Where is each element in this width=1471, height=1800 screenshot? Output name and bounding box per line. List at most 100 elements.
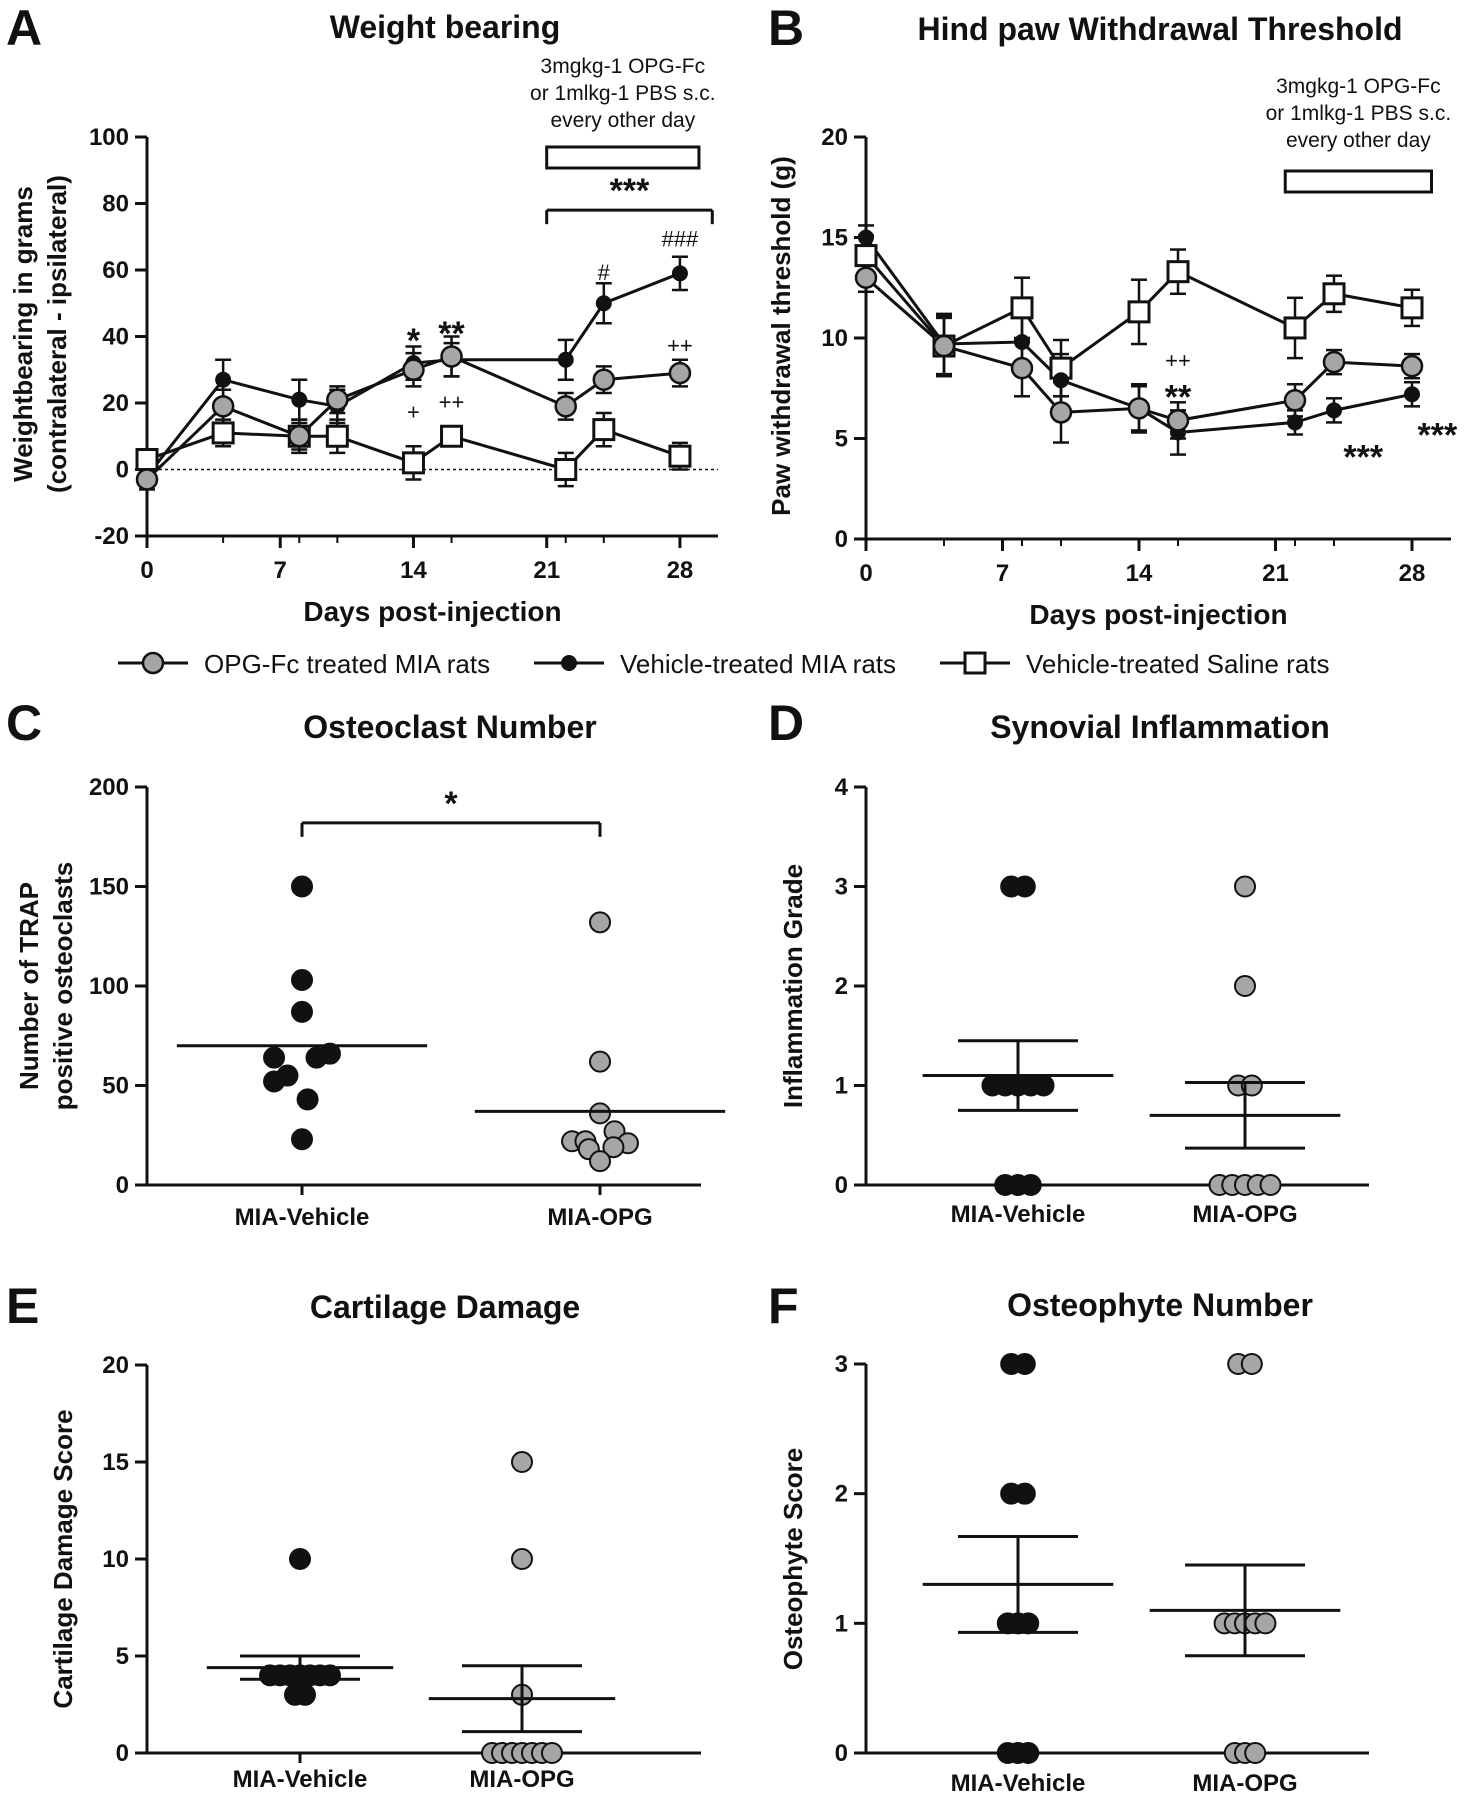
y-tick-label-d: 0 — [835, 1172, 848, 1199]
y-tick-label-e: 0 — [116, 1740, 129, 1767]
data-point-a-square — [325, 424, 349, 448]
treatment-note-a: every other day — [550, 109, 695, 132]
y-axis-title-f: Osteophyte Score — [778, 1448, 808, 1671]
significance-label-c: * — [444, 785, 458, 823]
category-label-e: MIA-OPG — [469, 1766, 574, 1793]
data-point-c-opg — [589, 1150, 611, 1173]
data-point-a-circle — [668, 361, 692, 385]
panel-label-a: A — [6, 0, 42, 56]
data-point-f-vehicle — [1013, 1353, 1036, 1375]
data-point-a-circle — [402, 358, 425, 381]
significance-annotation-a: # — [598, 260, 611, 285]
data-point-e-vehicle — [289, 1548, 311, 1570]
x-tick-label-a: 28 — [667, 557, 694, 584]
data-point-b-dot — [1053, 372, 1069, 389]
x-tick-label-b: 21 — [1262, 560, 1289, 587]
data-point-d-vehicle — [1013, 875, 1036, 898]
significance-annotation-a: ++ — [439, 390, 465, 415]
data-point-b-dot — [1287, 414, 1303, 431]
x-tick-label-b: 0 — [859, 560, 872, 587]
data-point-b-square — [1010, 296, 1034, 320]
x-tick-label-a: 0 — [140, 557, 153, 584]
data-point-c-vehicle — [291, 1000, 313, 1023]
data-point-a-dot — [215, 371, 232, 388]
y-tick-label-a: 0 — [116, 457, 129, 484]
y-tick-label-f: 2 — [835, 1481, 848, 1508]
data-point-f-vehicle — [1013, 1482, 1036, 1505]
significance-annotation-a: ++ — [667, 333, 693, 358]
data-point-e-opg — [511, 1548, 533, 1570]
data-point-a-circle — [440, 345, 463, 368]
chart-title-b: Hind paw Withdrawal Threshold — [917, 11, 1402, 47]
data-point-f-opg — [1254, 1612, 1277, 1635]
data-point-a-circle — [211, 395, 235, 418]
data-point-b-circle — [1283, 389, 1307, 412]
data-point-a-square — [211, 421, 235, 445]
data-point-b-circle — [1010, 356, 1034, 380]
data-point-f-opg — [1244, 1742, 1267, 1764]
legend-label-square: Vehicle-treated Saline rats — [1026, 649, 1330, 679]
y-tick-label-b: 0 — [835, 526, 848, 553]
y-tick-label-a: 100 — [89, 124, 129, 151]
data-point-d-opg — [1234, 975, 1256, 997]
y-tick-label-c: 200 — [89, 774, 129, 801]
data-point-b-circle — [1400, 354, 1424, 378]
data-point-b-dot — [1326, 402, 1342, 419]
data-point-d-vehicle — [1019, 1174, 1042, 1196]
data-point-b-circle — [1127, 397, 1151, 420]
data-point-a-square — [401, 451, 425, 475]
category-label-e: MIA-Vehicle — [233, 1766, 368, 1793]
x-tick-label-b: 7 — [996, 560, 1009, 587]
panel-label-d: D — [768, 695, 804, 751]
data-point-d-opg — [1234, 875, 1256, 898]
data-point-a-circle — [135, 468, 159, 491]
data-point-b-square — [1166, 260, 1190, 284]
legend-label-dot: Vehicle-treated MIA rats — [620, 649, 896, 679]
significance-annotation-b: ++ — [1165, 348, 1191, 373]
data-point-c-opg — [589, 911, 611, 934]
data-point-a-square — [440, 424, 464, 448]
x-tick-label-b: 14 — [1126, 560, 1153, 587]
y-tick-label-f: 1 — [835, 1610, 848, 1637]
data-point-f-vehicle — [1017, 1742, 1040, 1764]
panel-label-b: B — [768, 0, 804, 56]
data-point-b-dot — [1014, 334, 1030, 351]
y-tick-label-a: 80 — [102, 191, 129, 218]
treatment-note-b: 3mgkg-1 OPG-Fc — [1276, 75, 1441, 98]
significance-annotation-b: *** — [1417, 416, 1457, 454]
x-tick-label-a: 7 — [274, 557, 287, 584]
chart-title-d: Synovial Inflammation — [990, 709, 1330, 745]
data-point-c-vehicle — [291, 875, 313, 898]
significance-annotation-a: * — [407, 322, 421, 360]
data-point-a-dot — [557, 351, 574, 368]
data-point-a-dot — [291, 391, 308, 408]
significance-label-a: *** — [610, 172, 650, 210]
treatment-note-b: every other day — [1286, 129, 1431, 152]
data-point-b-square — [854, 244, 878, 268]
y-tick-label-a: -20 — [94, 523, 129, 550]
y-tick-label-e: 5 — [116, 1643, 129, 1670]
y-tick-label-b: 5 — [835, 426, 848, 453]
data-point-a-circle — [592, 368, 616, 391]
y-tick-label-d: 4 — [835, 774, 849, 801]
y-tick-label-b: 10 — [821, 325, 848, 352]
y-tick-label-f: 3 — [835, 1351, 848, 1378]
data-point-c-vehicle — [318, 1042, 341, 1065]
data-point-a-dot — [671, 265, 688, 282]
data-point-b-square — [1400, 296, 1424, 320]
y-tick-label-c: 0 — [116, 1172, 129, 1199]
category-label-d: MIA-Vehicle — [951, 1201, 1086, 1228]
y-tick-label-c: 50 — [102, 1073, 129, 1100]
panel-label-c: C — [6, 695, 42, 751]
data-point-a-square — [668, 444, 692, 468]
chart-title-f: Osteophyte Number — [1007, 1287, 1313, 1323]
data-point-b-circle — [1322, 350, 1346, 374]
y-tick-label-f: 0 — [835, 1740, 848, 1767]
chart-title-c: Osteoclast Number — [303, 709, 596, 745]
significance-annotation-a: ** — [438, 315, 465, 353]
x-tick-label-a: 21 — [533, 557, 560, 584]
data-point-b-square — [1127, 300, 1151, 324]
category-label-d: MIA-OPG — [1192, 1201, 1297, 1228]
category-label-c: MIA-Vehicle — [235, 1204, 370, 1231]
